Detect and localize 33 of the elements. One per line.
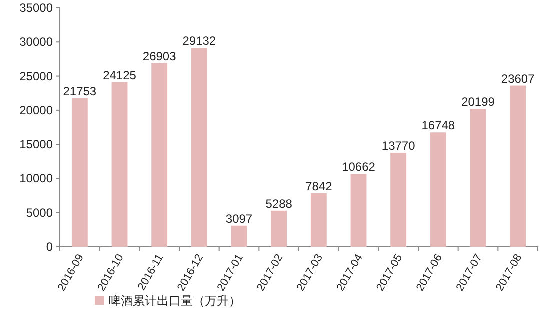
data-label: 10662: [342, 160, 376, 174]
y-tick-label: 30000: [20, 35, 54, 50]
bar: [390, 152, 407, 247]
bar: [430, 132, 446, 247]
y-tick-label: 15000: [20, 138, 54, 152]
data-label: 7842: [306, 179, 333, 194]
bar: [470, 109, 486, 247]
bar: [510, 86, 526, 247]
bar: [231, 226, 248, 247]
data-label: 13770: [382, 138, 416, 153]
y-tick-label: 20000: [20, 103, 54, 118]
y-tick-label: 25000: [20, 69, 54, 84]
data-label: 21753: [63, 84, 97, 98]
data-label: 5288: [266, 196, 293, 211]
data-label: 20199: [462, 95, 496, 110]
data-label: 23607: [501, 72, 536, 86]
y-tick-label: 5000: [26, 206, 54, 220]
bar: [310, 193, 327, 247]
data-label: 3097: [226, 212, 253, 226]
y-tick-label: 10000: [20, 172, 54, 186]
data-label: 26903: [142, 49, 177, 64]
bar: [191, 48, 208, 247]
y-tick-label: 0: [46, 240, 54, 254]
legend-label: 啤酒累计出口量（万升）: [109, 294, 241, 308]
bar: [152, 63, 168, 247]
data-label: 24125: [103, 68, 137, 82]
data-label: 16748: [422, 118, 456, 133]
bar: [350, 174, 367, 247]
y-tick-label: 35000: [20, 1, 54, 15]
data-label: 29132: [182, 34, 216, 48]
bar: [72, 98, 88, 247]
bar: [112, 82, 128, 247]
bar: [271, 210, 288, 247]
